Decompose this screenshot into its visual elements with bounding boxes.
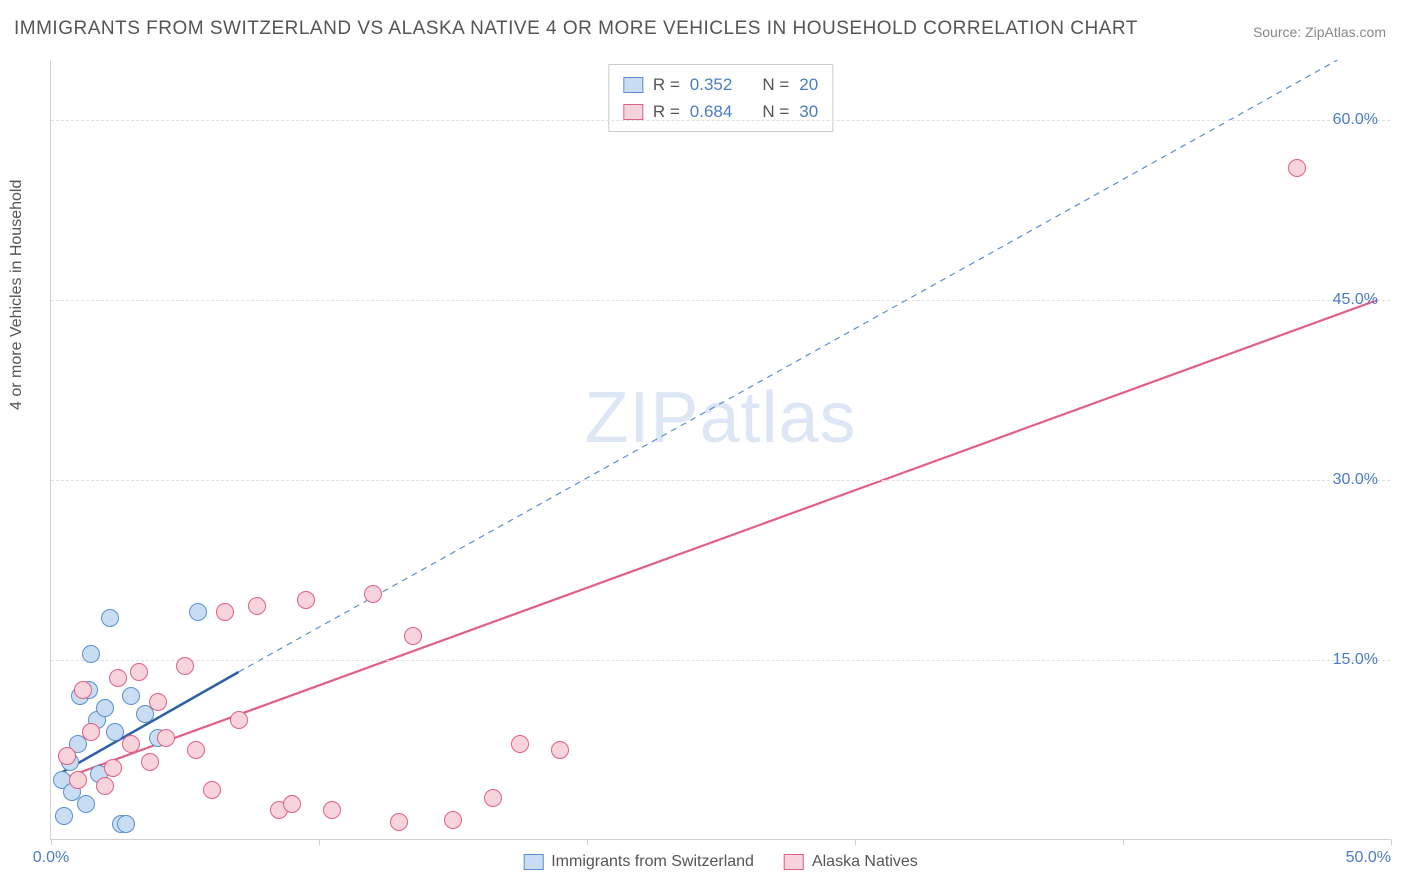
data-point-swiss <box>189 603 207 621</box>
source-attribution: Source: ZipAtlas.com <box>1253 24 1386 40</box>
data-point-alaska <box>149 693 167 711</box>
legend-swatch-swiss-b <box>523 854 543 870</box>
data-point-swiss <box>55 807 73 825</box>
data-point-alaska <box>364 585 382 603</box>
legend-label-alaska: Alaska Natives <box>812 853 918 871</box>
r-label: R = <box>653 98 680 125</box>
chart-title: IMMIGRANTS FROM SWITZERLAND VS ALASKA NA… <box>14 18 1138 40</box>
data-point-alaska <box>130 663 148 681</box>
legend-swatch-alaska <box>623 104 643 120</box>
x-tick <box>51 839 52 845</box>
y-tick-label: 30.0% <box>1333 471 1378 489</box>
watermark-zip: ZIP <box>584 378 699 458</box>
data-point-alaska <box>216 603 234 621</box>
x-tick <box>1391 839 1392 845</box>
x-tick <box>319 839 320 845</box>
data-point-alaska <box>74 681 92 699</box>
trend-lines <box>51 60 1391 840</box>
y-tick-label: 45.0% <box>1333 291 1378 309</box>
r-value-alaska: 0.684 <box>690 98 733 125</box>
data-point-alaska <box>176 657 194 675</box>
data-point-swiss <box>101 609 119 627</box>
x-tick-label: 50.0% <box>1346 849 1391 867</box>
x-tick-label: 0.0% <box>33 849 69 867</box>
gridline-h <box>51 660 1390 661</box>
gridline-h <box>51 480 1390 481</box>
r-label: R = <box>653 71 680 98</box>
data-point-swiss <box>77 795 95 813</box>
data-point-alaska <box>58 747 76 765</box>
legend-stats: R = 0.352 N = 20 R = 0.684 N = 30 <box>608 64 833 132</box>
data-point-swiss <box>122 687 140 705</box>
data-point-alaska <box>122 735 140 753</box>
legend-swatch-alaska-b <box>784 854 804 870</box>
data-point-alaska <box>390 813 408 831</box>
legend-label-swiss: Immigrants from Switzerland <box>551 853 754 871</box>
data-point-alaska <box>551 741 569 759</box>
data-point-alaska <box>323 801 341 819</box>
watermark: ZIPatlas <box>584 377 856 459</box>
n-label: N = <box>762 98 789 125</box>
data-point-swiss <box>117 815 135 833</box>
legend-swatch-swiss <box>623 77 643 93</box>
data-point-alaska <box>511 735 529 753</box>
legend-series: Immigrants from Switzerland Alaska Nativ… <box>523 853 918 871</box>
chart-area: ZIPatlas R = 0.352 N = 20 R = 0.684 N = … <box>50 60 1390 840</box>
x-tick <box>855 839 856 845</box>
legend-item-alaska: Alaska Natives <box>784 853 918 871</box>
data-point-alaska <box>283 795 301 813</box>
data-point-alaska <box>230 711 248 729</box>
y-tick-label: 60.0% <box>1333 111 1378 129</box>
x-tick <box>587 839 588 845</box>
data-point-alaska <box>96 777 114 795</box>
legend-stats-row-alaska: R = 0.684 N = 30 <box>623 98 818 125</box>
gridline-h <box>51 300 1390 301</box>
watermark-atlas: atlas <box>699 378 856 458</box>
data-point-swiss <box>106 723 124 741</box>
data-point-alaska <box>203 781 221 799</box>
data-point-alaska <box>248 597 266 615</box>
r-value-swiss: 0.352 <box>690 71 733 98</box>
data-point-alaska <box>444 811 462 829</box>
n-value-swiss: 20 <box>799 71 818 98</box>
data-point-swiss <box>96 699 114 717</box>
data-point-alaska <box>69 771 87 789</box>
data-point-alaska <box>104 759 122 777</box>
data-point-swiss <box>82 645 100 663</box>
y-tick-label: 15.0% <box>1333 651 1378 669</box>
gridline-h <box>51 120 1390 121</box>
data-point-alaska <box>82 723 100 741</box>
x-tick <box>1123 839 1124 845</box>
data-point-alaska <box>297 591 315 609</box>
legend-stats-row-swiss: R = 0.352 N = 20 <box>623 71 818 98</box>
data-point-alaska <box>109 669 127 687</box>
data-point-alaska <box>1288 159 1306 177</box>
data-point-alaska <box>157 729 175 747</box>
n-value-alaska: 30 <box>799 98 818 125</box>
n-label: N = <box>762 71 789 98</box>
plot-region: ZIPatlas R = 0.352 N = 20 R = 0.684 N = … <box>50 60 1390 840</box>
y-axis-label: 4 or more Vehicles in Household <box>8 180 26 410</box>
data-point-alaska <box>187 741 205 759</box>
data-point-alaska <box>404 627 422 645</box>
legend-item-swiss: Immigrants from Switzerland <box>523 853 754 871</box>
data-point-alaska <box>141 753 159 771</box>
data-point-alaska <box>484 789 502 807</box>
